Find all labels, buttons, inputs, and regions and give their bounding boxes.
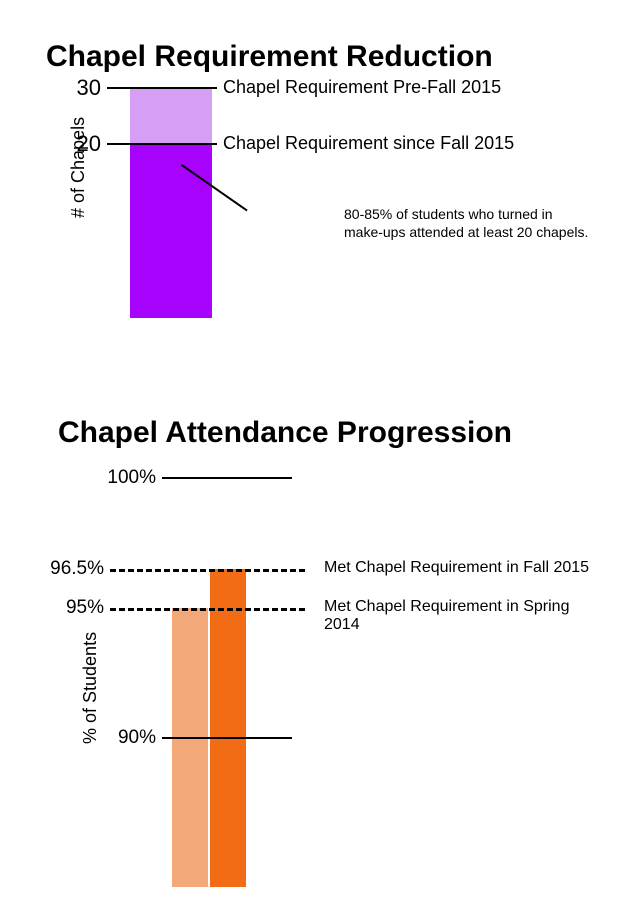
chart2-tick-label: 96.5% bbox=[50, 558, 104, 580]
chart2-tick-label: 95% bbox=[66, 597, 104, 619]
chart1-bar-segment bbox=[130, 88, 212, 144]
chart2-reference-line bbox=[110, 608, 305, 611]
chart2-reference-line bbox=[162, 737, 292, 739]
chart-attendance-progression: Chapel Attendance Progression % of Stude… bbox=[0, 380, 643, 900]
chart-requirement-reduction: Chapel Requirement Reduction # of Chapel… bbox=[0, 0, 643, 380]
chart1-tick-label: 30 bbox=[77, 75, 101, 101]
chart1-annotation: Chapel Requirement Pre-Fall 2015 bbox=[223, 77, 501, 98]
chart2-annotation: Met Chapel Requirement in Spring 2014 bbox=[324, 598, 592, 634]
chart2-reference-line bbox=[110, 569, 305, 572]
chart2-yaxis-label: % of Students bbox=[80, 632, 101, 744]
chart2-tick-label: 90% bbox=[118, 727, 156, 749]
chart2-plot: 100%96.5%95%90%Met Chapel Requirement in… bbox=[172, 468, 592, 848]
chart2-bar bbox=[172, 608, 208, 887]
chart1-tick-label: 20 bbox=[77, 131, 101, 157]
chart1-plot: 3020Chapel Requirement Pre-Fall 2015Chap… bbox=[130, 88, 550, 318]
chart1-note: 80-85% of students who turned in make-up… bbox=[344, 206, 588, 241]
chart1-title: Chapel Requirement Reduction bbox=[46, 40, 493, 74]
chart2-title: Chapel Attendance Progression bbox=[58, 416, 512, 450]
chart1-annotation: Chapel Requirement since Fall 2015 bbox=[223, 133, 514, 154]
chart1-reference-line bbox=[107, 143, 217, 145]
chart2-tick-label: 100% bbox=[107, 467, 156, 489]
chart2-bar bbox=[210, 569, 246, 887]
chart2-annotation: Met Chapel Requirement in Fall 2015 bbox=[324, 559, 589, 577]
chart1-reference-line bbox=[107, 87, 217, 89]
chart1-bar-segment bbox=[130, 144, 212, 318]
chart2-reference-line bbox=[162, 477, 292, 479]
